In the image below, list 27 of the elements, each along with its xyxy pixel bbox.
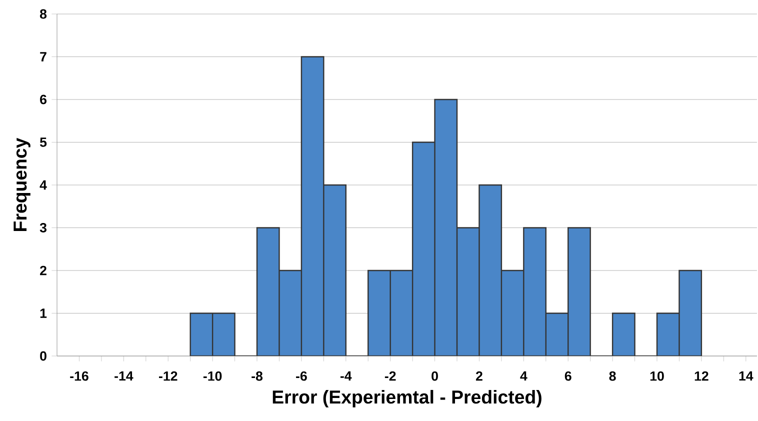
x-tick-label: -12 [159,371,178,381]
x-tick-label: -2 [384,371,396,381]
x-tick-label: 6 [564,371,572,381]
y-tick-label: 5 [40,138,47,147]
y-tick-label: 0 [40,351,46,361]
x-tick-label: -16 [70,371,88,381]
x-tick-label: -4 [340,371,352,381]
x-tick-label: -10 [203,371,222,381]
x-tick-label: 10 [650,371,664,381]
y-axis-title: Frequency [14,138,30,231]
x-tick-label: 4 [520,371,528,381]
x-axis-title: Error (Experiemtal - Predicted) [272,390,542,408]
x-tick-label: 12 [694,371,708,381]
x-tick-label: 8 [609,371,616,381]
y-tick-label: 4 [40,180,47,190]
x-tick-label: 0 [432,371,438,381]
y-tick-label: 7 [40,52,46,62]
y-tick-label: 8 [40,9,47,19]
y-tick-label: 1 [40,308,47,318]
y-tick-label: 3 [40,223,46,232]
y-tick-label: 2 [40,266,46,276]
x-tick-label: -14 [114,371,134,381]
x-tick-label: 14 [739,371,754,381]
x-tick-label: 2 [476,371,482,381]
x-tick-label: -6 [296,371,307,381]
x-tick-label: -8 [252,371,263,381]
y-tick-label: 6 [40,94,46,104]
